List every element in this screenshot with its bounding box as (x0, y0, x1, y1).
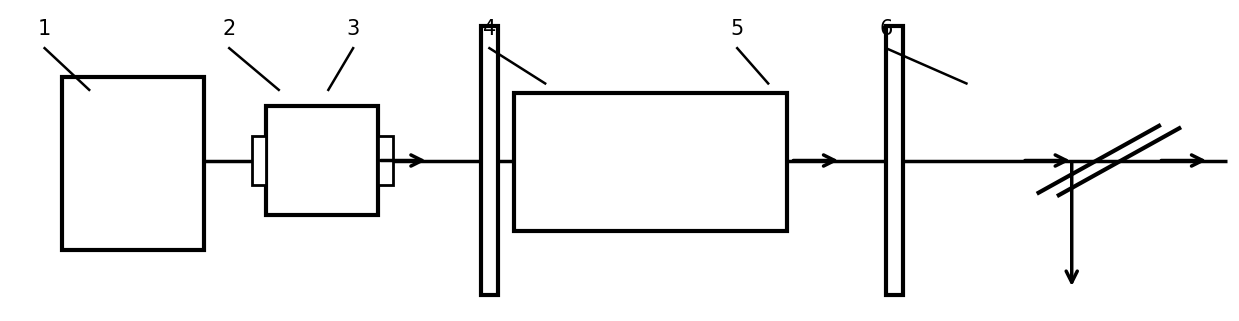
Text: 4: 4 (483, 19, 496, 39)
Bar (378, 136, 393, 185)
Bar (62, 77, 204, 250)
Text: 5: 5 (731, 19, 743, 39)
Text: 2: 2 (223, 19, 235, 39)
Bar (266, 106, 378, 215)
Bar (252, 136, 266, 185)
Text: 3: 3 (347, 19, 359, 39)
Bar (886, 26, 903, 295)
Bar (514, 93, 787, 231)
Text: 6: 6 (880, 19, 892, 39)
Bar (481, 26, 498, 295)
Text: 1: 1 (38, 19, 51, 39)
